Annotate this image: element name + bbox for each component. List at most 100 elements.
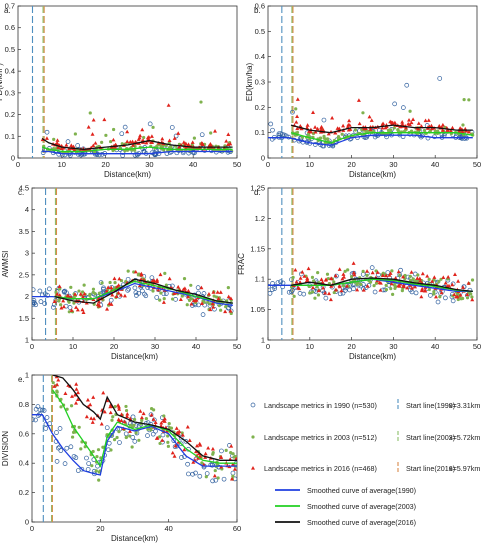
data-point-1 — [54, 430, 59, 435]
legend-item-2: Landscape metrics in 2003 (n=512) — [251, 433, 377, 442]
data-point-3 — [176, 131, 181, 135]
plot-frame — [31, 374, 238, 523]
data-point-3 — [149, 134, 154, 138]
data-point-2 — [422, 128, 427, 133]
data-point-3 — [369, 118, 374, 122]
data-point-3 — [409, 270, 414, 274]
data-point-1 — [195, 285, 201, 290]
data-point-3 — [159, 420, 164, 425]
data-point-1 — [289, 277, 294, 282]
data-point-3 — [298, 276, 303, 280]
data-point-2 — [97, 291, 101, 295]
data-point-3 — [348, 127, 353, 131]
data-point-3 — [313, 129, 318, 134]
data-point-1 — [221, 476, 227, 482]
data-point-3 — [127, 429, 132, 433]
x-tick-label: 30 — [389, 342, 397, 351]
panel-label: c. — [18, 188, 24, 197]
data-point-1 — [160, 432, 166, 438]
data-point-3 — [407, 122, 412, 127]
data-point-3 — [160, 438, 165, 442]
data-point-3 — [160, 136, 165, 141]
data-point-2 — [392, 126, 396, 130]
data-point-3 — [234, 456, 237, 461]
data-point-2 — [110, 418, 114, 422]
panel-label: e. — [18, 375, 25, 384]
data-point-1 — [68, 444, 74, 450]
data-point-1 — [42, 291, 48, 297]
data-point-1 — [173, 297, 178, 302]
x-axis-title: Distance(km) — [349, 170, 396, 179]
data-point-3 — [416, 126, 421, 131]
data-point-1 — [95, 463, 100, 469]
data-point-2 — [408, 109, 412, 113]
y-tick-label: 2 — [25, 292, 29, 301]
data-point-3 — [319, 125, 324, 130]
data-point-3 — [105, 306, 110, 311]
data-point-2 — [315, 285, 319, 289]
y-tick-label: 1.1 — [255, 275, 265, 284]
series-line-2 — [290, 132, 473, 144]
data-point-2 — [411, 277, 415, 281]
data-point-3 — [80, 307, 85, 312]
data-point-1 — [268, 121, 274, 127]
data-point-3 — [310, 285, 315, 290]
data-point-3 — [199, 285, 204, 290]
legend-curve-3: Smoothed curve of average(2016) — [275, 518, 416, 527]
data-point-3 — [119, 412, 124, 417]
data-point-3 — [69, 143, 74, 148]
data-point-3 — [295, 114, 300, 119]
data-point-2 — [128, 434, 132, 438]
y-tick-label: 0.6 — [5, 23, 15, 32]
data-point-3 — [111, 137, 116, 142]
data-point-2 — [132, 417, 137, 422]
data-point-2 — [88, 111, 92, 115]
data-point-3 — [430, 279, 435, 283]
legend-label: Start line(2016) — [406, 464, 455, 473]
y-tick-label: 1 — [25, 371, 29, 380]
data-point-2 — [212, 294, 216, 298]
legend-marker — [251, 466, 255, 470]
data-point-1 — [178, 435, 184, 441]
y-tick-label: 0 — [25, 518, 29, 527]
y-tick-label: 4 — [25, 205, 29, 214]
data-point-3 — [198, 443, 203, 447]
data-point-3 — [226, 142, 231, 146]
data-point-1 — [120, 150, 126, 155]
data-point-3 — [311, 110, 316, 114]
data-point-3 — [167, 276, 172, 281]
legend-start-line-3: Start line(2016)x=5.97km — [397, 462, 480, 474]
y-tick-label: 0.5 — [255, 27, 265, 36]
data-point-3 — [466, 281, 471, 285]
data-point-1 — [323, 295, 329, 301]
data-point-3 — [136, 137, 141, 141]
data-point-1 — [44, 129, 50, 135]
data-point-3 — [293, 267, 298, 272]
data-point-1 — [268, 290, 273, 296]
data-point-2 — [322, 136, 326, 140]
data-point-3 — [196, 451, 201, 456]
data-point-3 — [185, 294, 190, 299]
data-point-3 — [333, 287, 338, 292]
data-point-3 — [368, 127, 373, 131]
data-point-3 — [388, 119, 393, 124]
data-point-2 — [96, 448, 101, 452]
data-point-1 — [437, 76, 443, 81]
data-point-2 — [149, 428, 153, 432]
x-tick-label: 0 — [16, 160, 20, 169]
data-point-2 — [217, 304, 221, 308]
data-point-3 — [409, 286, 414, 290]
x-tick-label: 0 — [266, 342, 270, 351]
data-point-3 — [440, 122, 445, 127]
data-point-3 — [101, 390, 106, 395]
data-point-3 — [55, 292, 60, 296]
x-tick-label: 50 — [473, 342, 481, 351]
data-point-3 — [81, 294, 86, 299]
data-point-3 — [63, 391, 68, 396]
data-point-1 — [272, 284, 278, 289]
y-tick-label: 1.25 — [250, 184, 265, 193]
x-tick-label: 40 — [431, 342, 439, 351]
data-point-3 — [200, 301, 205, 305]
data-point-2 — [115, 435, 119, 440]
legend-label: Landscape metrics in 2016 (n=468) — [264, 464, 377, 473]
